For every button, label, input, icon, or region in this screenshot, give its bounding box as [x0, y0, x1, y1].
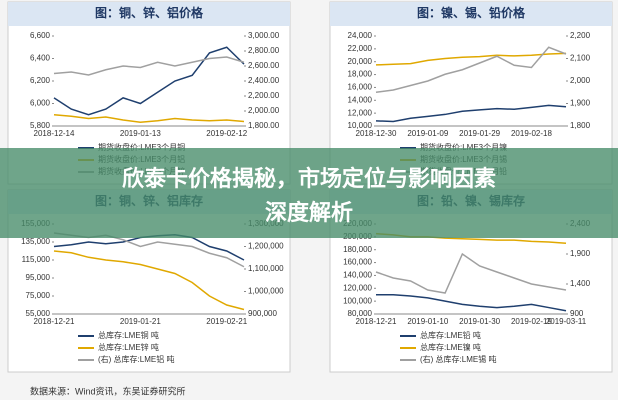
- series-line: [375, 252, 567, 294]
- series-line: [53, 250, 245, 311]
- x-tick-label: 2018-12-30: [356, 129, 397, 138]
- y-tick-label: 2,800.00: [248, 46, 280, 55]
- series-line: [376, 293, 567, 312]
- y-tick-label: 140,000: [343, 271, 372, 280]
- x-tick-label: 2018-12-14: [34, 129, 75, 138]
- y-tick-label: 2,100: [570, 54, 591, 63]
- y-tick-label: 75,000: [26, 291, 51, 300]
- y-tick-label: 3,000.00: [248, 31, 280, 40]
- x-tick-label: 2019-03-11: [546, 317, 587, 326]
- legend-label: 期货收盘价:LME3个月铜: [98, 142, 185, 152]
- y-tick-label: 2,000.00: [248, 106, 280, 115]
- y-tick-label: 2,200: [570, 31, 591, 40]
- series-line: [375, 52, 567, 66]
- series-line: [53, 46, 245, 116]
- y-tick-label: 900,000: [248, 309, 277, 318]
- y-tick-label: 6,000: [30, 99, 51, 108]
- series-line: [53, 56, 245, 76]
- x-tick-label: 2019-01-30: [459, 317, 500, 326]
- x-tick-label: 2019-02-21: [206, 317, 247, 326]
- y-tick-label: 22,000: [348, 44, 373, 53]
- y-tick-label: 2,400.00: [248, 76, 280, 85]
- y-tick-label: 10,000: [348, 121, 373, 130]
- x-tick-label: 2019-01-13: [120, 129, 161, 138]
- y-tick-label: 1,800: [570, 121, 591, 130]
- x-tick-label: 2019-01-29: [459, 129, 500, 138]
- legend-label: 总库存:LME铜 吨: [98, 330, 159, 340]
- panel-header: [330, 2, 612, 26]
- y-tick-label: 6,200: [30, 76, 51, 85]
- legend-label: 总库存:LME锌 吨: [98, 342, 159, 352]
- x-tick-label: 2018-12-21: [356, 317, 397, 326]
- x-tick-label: 2019-01-10: [407, 317, 448, 326]
- y-tick-label: 18,000: [348, 70, 373, 79]
- series-line: [375, 104, 567, 123]
- y-tick-label: 6,400: [30, 54, 51, 63]
- panel-header: [8, 2, 290, 26]
- y-tick-label: 900: [570, 309, 584, 318]
- y-tick-label: 16,000: [348, 83, 373, 92]
- legend-label: 总库存:LME铅 吨: [420, 330, 481, 340]
- y-tick-label: 5,800: [30, 121, 51, 130]
- x-tick-label: 2019-02-12: [206, 129, 247, 138]
- y-tick-label: 14,000: [348, 95, 373, 104]
- y-tick-label: 24,000: [348, 31, 373, 40]
- y-tick-label: 1,200,000: [248, 242, 284, 251]
- y-tick-label: 115,000: [22, 255, 51, 264]
- chart-title: 图：铜、锌、铝价格: [95, 5, 204, 20]
- y-tick-label: 1,400: [570, 279, 591, 288]
- x-tick-label: 2019-02-18: [511, 129, 552, 138]
- legend-label: (右) 总库存:LME铝 吨: [98, 354, 174, 364]
- y-tick-label: 180,000: [343, 245, 372, 254]
- y-tick-label: 1,000,000: [248, 287, 284, 296]
- y-tick-label: 2,000: [570, 76, 591, 85]
- x-tick-label: 2019-02-19: [511, 317, 552, 326]
- y-tick-label: 1,900: [570, 249, 591, 258]
- source: 数据来源：Wind资讯，东吴证券研究所: [30, 385, 186, 396]
- x-tick-label: 2019-01-09: [407, 129, 448, 138]
- series-line: [375, 46, 567, 93]
- legend-label: 期货收盘价:LME3个月镍: [420, 142, 507, 152]
- y-tick-label: 95,000: [26, 273, 51, 282]
- legend-label: 总库存:LME镍 吨: [420, 342, 481, 352]
- banner: [0, 148, 618, 238]
- y-tick-label: 1,800.00: [248, 121, 280, 130]
- y-tick-label: 160,000: [343, 258, 372, 267]
- y-tick-label: 55,000: [26, 309, 51, 318]
- banner-title: 欣泰卡价格揭秘，市场定位与影响因素: [122, 166, 496, 191]
- y-tick-label: 80,000: [348, 309, 373, 318]
- x-tick-label: 2018-12-21: [34, 317, 75, 326]
- y-tick-label: 120,000: [343, 283, 372, 292]
- series-line: [53, 114, 245, 124]
- y-tick-label: 100,000: [343, 296, 372, 305]
- y-tick-label: 2,200.00: [248, 91, 280, 100]
- y-tick-label: 1,900: [570, 99, 591, 108]
- legend-label: (右) 总库存:LME锡 吨: [420, 354, 496, 364]
- x-tick-label: 2019-01-21: [120, 317, 161, 326]
- y-tick-label: 135,000: [21, 237, 50, 246]
- y-tick-label: 2,600.00: [248, 61, 280, 70]
- banner-title: 深度解析: [265, 200, 353, 225]
- y-tick-label: 6,600: [30, 31, 51, 40]
- chart-title: 图：镍、锡、铅价格: [417, 5, 526, 20]
- y-tick-label: 1,100,000: [248, 264, 284, 273]
- y-tick-label: 12,000: [348, 108, 373, 117]
- y-tick-label: 20,000: [348, 57, 373, 66]
